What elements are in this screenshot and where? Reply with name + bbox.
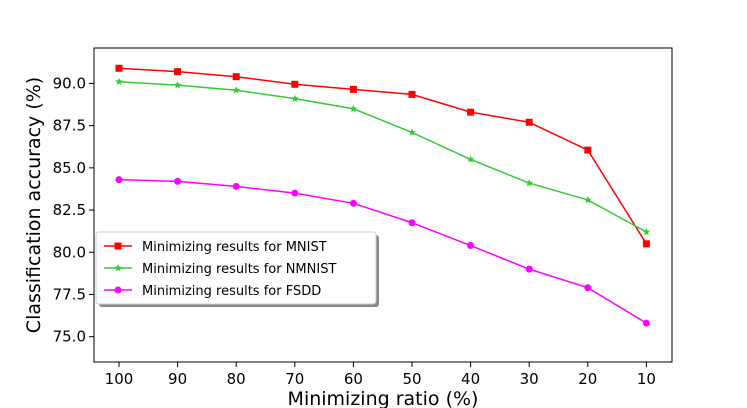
data-point xyxy=(115,77,123,85)
data-point xyxy=(349,199,357,207)
legend-label: Minimizing results for FSDD xyxy=(142,284,321,299)
x-tick-label: 30 xyxy=(520,370,539,388)
x-axis-title: Minimizing ratio (%) xyxy=(288,388,479,408)
data-point xyxy=(173,81,182,89)
data-point xyxy=(584,146,592,154)
y-tick-label: 80.0 xyxy=(53,243,86,261)
data-point xyxy=(525,118,533,126)
y-tick-label: 85.0 xyxy=(53,159,86,177)
x-tick-label: 10 xyxy=(637,370,656,388)
legend-frame xyxy=(95,231,377,305)
data-point xyxy=(291,80,299,88)
data-point xyxy=(466,155,475,163)
x-tick-label: 60 xyxy=(344,370,363,388)
series-line xyxy=(118,178,647,324)
x-tick-label: 40 xyxy=(461,370,480,388)
data-point xyxy=(584,284,592,292)
data-point xyxy=(115,176,123,184)
y-tick-label: 77.5 xyxy=(53,285,86,303)
legend-marker xyxy=(114,286,122,294)
y-tick-label: 75.0 xyxy=(53,328,86,346)
data-point xyxy=(291,189,299,197)
x-tick-label: 90 xyxy=(168,370,187,388)
legend-label: Minimizing results for NMNIST xyxy=(142,262,336,277)
x-tick-label: 50 xyxy=(402,370,421,388)
data-point xyxy=(467,108,475,116)
data-point xyxy=(408,128,416,136)
x-tick-label: 20 xyxy=(578,370,597,388)
y-tick-label: 90.0 xyxy=(53,74,86,92)
data-point xyxy=(642,228,651,236)
data-point xyxy=(642,240,650,248)
y-tick-label: 82.5 xyxy=(53,201,86,219)
data-point xyxy=(525,265,533,273)
y-tick-label: 87.5 xyxy=(53,117,86,135)
legend-marker xyxy=(114,264,122,272)
data-point xyxy=(349,85,357,93)
data-point xyxy=(174,177,182,185)
data-point xyxy=(174,68,182,76)
data-point xyxy=(232,182,240,190)
series-line xyxy=(118,81,647,233)
x-tick-label: 100 xyxy=(105,370,134,388)
data-point xyxy=(408,90,416,98)
legend-marker xyxy=(114,242,122,250)
x-tick-label: 70 xyxy=(285,370,304,388)
legend-label: Minimizing results for MNIST xyxy=(142,240,327,255)
y-axis-title: Classification accuracy (%) xyxy=(23,77,45,333)
data-point xyxy=(408,219,416,227)
data-point xyxy=(642,319,650,327)
plot-area xyxy=(93,47,673,363)
y-axis: 75.0 77.5 80.0 82.5 85.0 87.5 90.0 xyxy=(53,74,94,346)
data-point xyxy=(349,104,358,113)
series-2 xyxy=(115,77,651,236)
series-layer xyxy=(115,64,651,327)
data-point xyxy=(115,64,123,72)
data-point xyxy=(525,179,533,187)
data-point xyxy=(584,195,592,204)
series-1 xyxy=(115,64,650,248)
x-tick-label: 80 xyxy=(227,370,246,388)
data-point xyxy=(291,94,299,102)
data-point xyxy=(467,242,475,250)
legend: Minimizing results for MNIST Minimizing r… xyxy=(95,231,379,307)
series-line xyxy=(118,67,648,245)
series-3 xyxy=(115,176,650,327)
data-point xyxy=(232,86,240,94)
x-axis: 100 90 80 70 60 50 40 30 20 10 xyxy=(105,362,656,388)
data-point xyxy=(232,73,240,81)
